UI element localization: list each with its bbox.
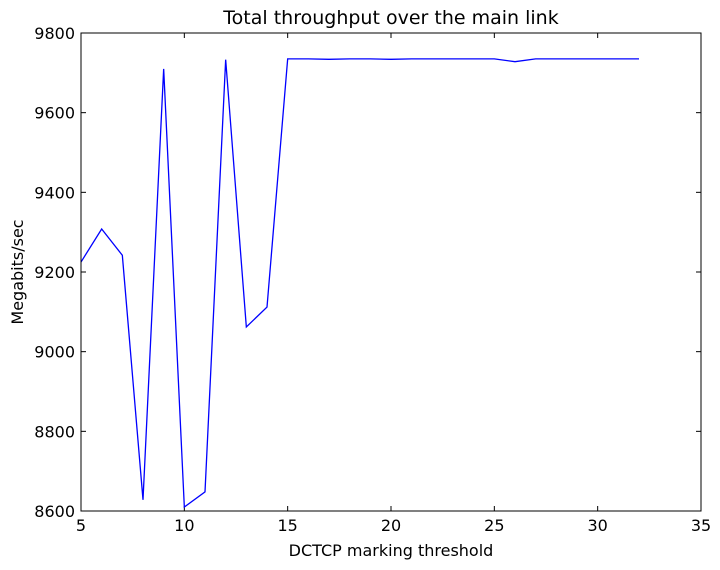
y-tick-label: 9200 — [34, 263, 75, 282]
x-tick-label: 10 — [174, 516, 194, 535]
chart-title: Total throughput over the main link — [222, 7, 558, 29]
x-tick-label: 25 — [484, 516, 504, 535]
y-tick-label: 9400 — [34, 183, 75, 202]
x-tick-label: 20 — [381, 516, 401, 535]
x-tick-label: 15 — [277, 516, 297, 535]
plot-frame — [80, 32, 702, 512]
y-tick-label: 9800 — [34, 24, 75, 43]
series-layer — [80, 58, 639, 509]
x-axis-title: DCTCP marking threshold — [289, 541, 494, 560]
x-tick-label: 30 — [587, 516, 607, 535]
x-tick-label: 35 — [691, 516, 711, 535]
series-line-1 — [80, 58, 639, 509]
x-tick-label: 5 — [76, 516, 86, 535]
ticks-layer: 5 10 15 20 25 30 35 8600 8800 9000 9200 9400 9600 980… — [34, 24, 711, 535]
y-tick-label: 8600 — [34, 502, 75, 521]
y-tick-label: 8800 — [34, 422, 75, 441]
y-axis-title: Megabits/sec — [8, 219, 27, 324]
y-tick-label: 9000 — [34, 343, 75, 362]
y-tick-label: 9600 — [34, 104, 75, 123]
